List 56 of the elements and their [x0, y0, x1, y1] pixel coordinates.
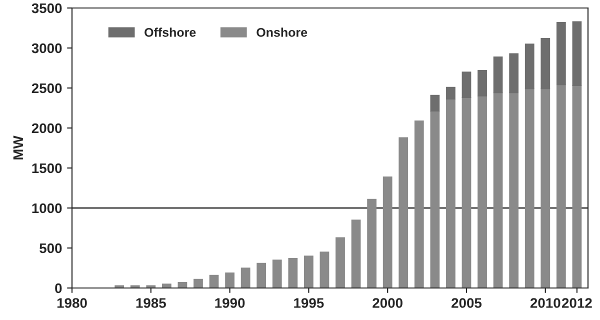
bar	[351, 220, 361, 288]
x-tick-label: 1980	[57, 298, 87, 308]
bar	[382, 176, 392, 288]
bar	[462, 97, 472, 288]
bar	[572, 85, 582, 288]
x-tick-label: 2000	[372, 298, 402, 308]
bar	[320, 252, 330, 288]
bar	[556, 22, 566, 86]
bar	[493, 56, 503, 94]
y-tick-label: 2500	[32, 83, 62, 94]
bar	[178, 282, 188, 288]
x-tick-label: 2010	[530, 298, 560, 308]
bar	[446, 86, 456, 100]
x-tick-label: 1990	[215, 298, 245, 308]
bar	[162, 284, 172, 288]
legend-label: Offshore	[144, 28, 196, 37]
bar	[225, 272, 234, 288]
bar	[430, 110, 440, 288]
bar	[209, 274, 219, 288]
x-tick-label: 1985	[136, 298, 166, 308]
legend-label: Onshore	[256, 28, 308, 37]
bar	[336, 237, 345, 288]
bar	[540, 88, 550, 288]
y-tick-label: 3500	[32, 3, 62, 14]
bar	[509, 92, 519, 288]
y-axis-title: MW	[13, 136, 23, 160]
y-tick-label: 3000	[32, 43, 62, 54]
bar	[194, 278, 203, 288]
bar	[540, 38, 550, 90]
x-tick-label: 2005	[452, 298, 482, 308]
bar	[509, 53, 519, 94]
x-tick-label: 2012	[562, 298, 592, 308]
bar	[256, 262, 266, 288]
bar	[272, 260, 282, 288]
bar	[430, 94, 440, 112]
bar	[524, 44, 534, 90]
y-tick-label: 1000	[32, 203, 62, 214]
bar	[288, 258, 298, 288]
bar	[493, 92, 503, 288]
bar	[367, 198, 377, 288]
bar	[398, 137, 408, 288]
y-tick-label: 0	[55, 283, 62, 294]
y-tick-label: 500	[40, 243, 62, 254]
y-tick-label: 2000	[32, 123, 62, 134]
bar	[478, 96, 487, 288]
bar	[446, 98, 456, 288]
bar	[478, 70, 487, 96]
bar	[240, 268, 250, 288]
bar	[524, 88, 534, 288]
bar	[462, 72, 472, 98]
y-tick-label: 1500	[32, 163, 62, 174]
bar	[556, 84, 566, 288]
bar	[304, 256, 314, 288]
bar	[572, 21, 582, 86]
bar	[414, 120, 424, 288]
x-tick-label: 1995	[294, 298, 324, 308]
